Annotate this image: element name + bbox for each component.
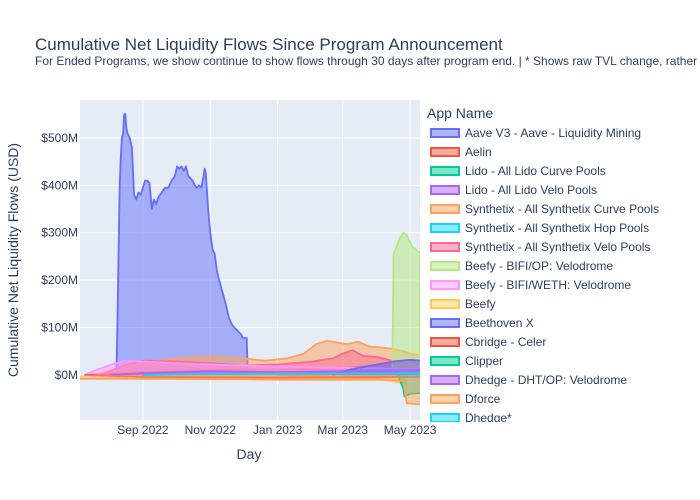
legend-swatch (430, 413, 460, 422)
legend-item[interactable]: Lido - All Lido Velo Pools (430, 183, 597, 197)
y-tick-label: $100M (41, 321, 78, 335)
legend-title: App Name (427, 105, 493, 121)
legend[interactable]: Aave V3 - Aave - Liquidity Mining Aelin Li… (430, 126, 659, 425)
legend-swatch (430, 185, 460, 195)
legend-item[interactable]: Lido - All Lido Curve Pools (430, 164, 606, 178)
legend-item[interactable]: Beefy (430, 297, 496, 311)
series-0 (115, 113, 249, 376)
legend-item[interactable]: Synthetix - All Synthetix Curve Pools (430, 202, 659, 216)
legend-label: Cbridge - Celer (465, 335, 546, 349)
legend-item[interactable]: Dhedge - DHT/OP: Velodrome (430, 373, 627, 387)
x-tick-label: Mar 2023 (317, 423, 368, 437)
series-line (95, 339, 420, 376)
legend-label: Dhedge - DHT/OP: Velodrome (465, 373, 627, 387)
legend-swatch (430, 356, 460, 366)
legend-label: Synthetix - All Synthetix Hop Pools (465, 221, 649, 235)
legend-item[interactable]: Clipper (430, 354, 503, 368)
legend-swatch (430, 261, 460, 271)
y-tick-label: $400M (41, 178, 78, 192)
series-14 (80, 375, 420, 406)
legend-swatch (430, 147, 460, 157)
y-axis-ticks: $0M $100M $200M $300M $400M $500M (41, 131, 78, 382)
legend-swatch (430, 318, 460, 328)
series-line (115, 113, 249, 376)
chart-subtitle: For Ended Programs, we show continue to … (35, 54, 700, 68)
y-tick-label: $300M (41, 226, 78, 240)
legend-label: Beefy - BIFI/WETH: Velodrome (465, 278, 631, 292)
legend-swatch (430, 242, 460, 252)
legend-swatch (430, 299, 460, 309)
series-7 (391, 231, 420, 376)
series-line (80, 377, 420, 406)
legend-item[interactable]: Synthetix - All Synthetix Velo Pools (430, 240, 650, 254)
legend-label: Lido - All Lido Curve Pools (465, 164, 606, 178)
x-axis-label: Day (237, 446, 262, 462)
legend-label: Synthetix - All Synthetix Curve Pools (465, 202, 659, 216)
legend-label: Dforce (465, 392, 501, 406)
legend-label: Synthetix - All Synthetix Velo Pools (465, 240, 650, 254)
legend-item[interactable]: Synthetix - All Synthetix Hop Pools (430, 221, 649, 235)
legend-item[interactable]: Aelin (430, 145, 492, 159)
y-tick-label: $500M (41, 131, 78, 145)
legend-label: Aelin (465, 145, 492, 159)
legend-swatch (430, 128, 460, 138)
x-axis-ticks: Sep 2022 Nov 2022 Jan 2023 Mar 2023 May 2023 (117, 423, 437, 437)
legend-label: Beefy (465, 297, 496, 311)
series-layer (80, 113, 420, 406)
series-area (116, 114, 248, 375)
legend-item[interactable]: Dhedge* (430, 411, 512, 425)
legend-label: Beefy - BIFI/OP: Velodrome (465, 259, 613, 273)
legend-swatch (430, 223, 460, 233)
series-line (391, 231, 420, 376)
y-axis-label: Cumulative Net Liquidity Flows (USD) (5, 143, 21, 377)
legend-label: Aave V3 - Aave - Liquidity Mining (465, 126, 641, 140)
y-tick-label: $0M (55, 368, 78, 382)
legend-swatch (430, 337, 460, 347)
legend-swatch (430, 166, 460, 176)
x-tick-label: Jan 2023 (253, 423, 303, 437)
legend-label: Dhedge* (465, 411, 512, 425)
legend-label: Lido - All Lido Velo Pools (465, 183, 597, 197)
series-line (108, 369, 420, 376)
legend-item[interactable]: Beefy - BIFI/WETH: Velodrome (430, 278, 631, 292)
legend-item[interactable]: Beethoven X (430, 316, 534, 330)
series-line (142, 372, 420, 376)
legend-item[interactable]: Aave V3 - Aave - Liquidity Mining (430, 126, 641, 140)
chart-title: Cumulative Net Liquidity Flows Since Pro… (35, 35, 503, 54)
x-tick-label: May 2023 (384, 423, 437, 437)
y-tick-label: $200M (41, 273, 78, 287)
x-tick-label: Nov 2022 (185, 423, 237, 437)
legend-item[interactable]: Cbridge - Celer (430, 335, 546, 349)
series-area (392, 232, 420, 375)
legend-swatch (430, 394, 460, 404)
legend-item[interactable]: Dforce (430, 392, 501, 406)
legend-label: Clipper (465, 354, 503, 368)
legend-label: Beethoven X (465, 316, 534, 330)
legend-item[interactable]: Beefy - BIFI/OP: Velodrome (430, 259, 613, 273)
legend-swatch (430, 280, 460, 290)
legend-swatch (430, 375, 460, 385)
series-15 (142, 372, 420, 376)
x-tick-label: Sep 2022 (117, 423, 169, 437)
legend-swatch (430, 204, 460, 214)
series-line (100, 349, 420, 376)
